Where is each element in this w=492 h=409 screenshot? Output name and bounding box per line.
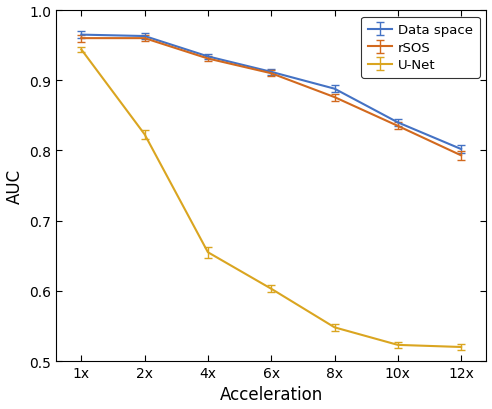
X-axis label: Acceleration: Acceleration: [219, 386, 323, 403]
Legend: Data space, rSOS, U-Net: Data space, rSOS, U-Net: [361, 18, 480, 79]
Y-axis label: AUC: AUC: [5, 169, 24, 204]
